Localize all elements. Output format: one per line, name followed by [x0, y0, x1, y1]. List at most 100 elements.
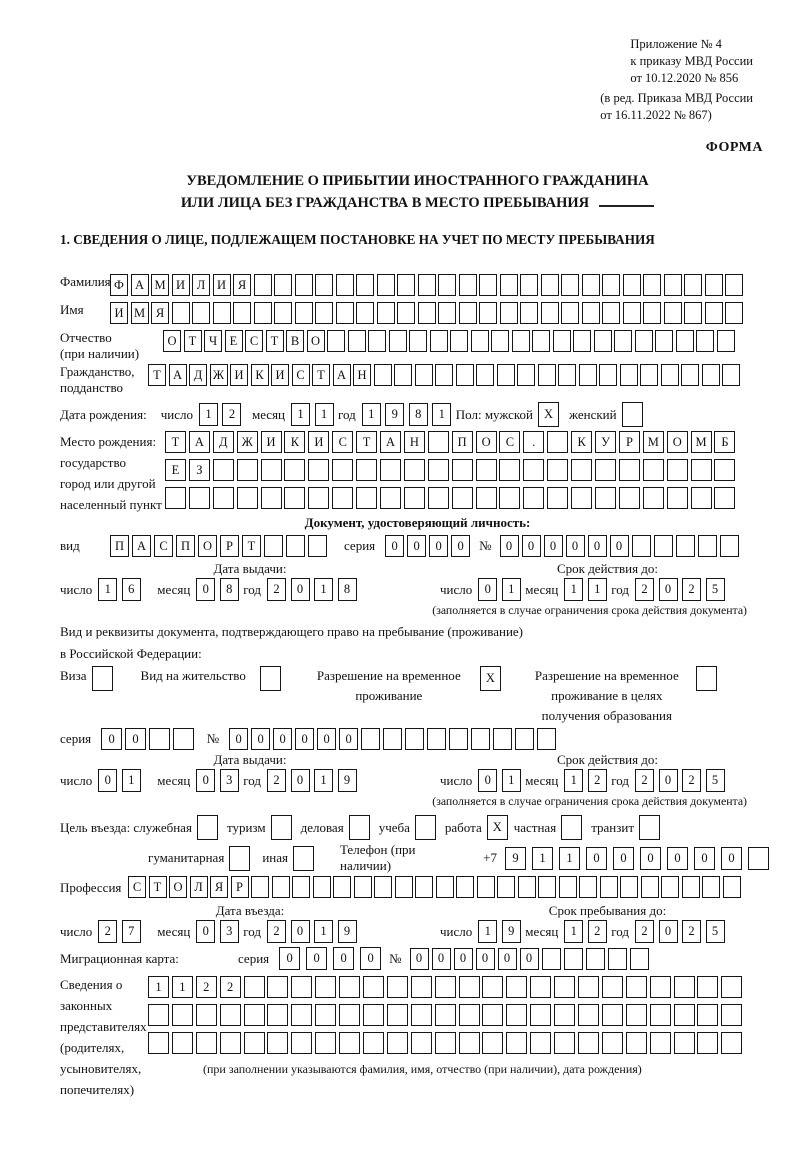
- char-cell[interactable]: Я: [233, 274, 251, 296]
- char-cell[interactable]: Д: [212, 431, 234, 453]
- char-cell[interactable]: [347, 330, 366, 352]
- char-cell[interactable]: [414, 364, 433, 386]
- char-cell[interactable]: [253, 302, 272, 324]
- char-cell[interactable]: К: [284, 431, 306, 453]
- char-cell[interactable]: [554, 976, 576, 998]
- char-cell[interactable]: 0: [565, 535, 585, 557]
- char-cell[interactable]: 9: [505, 846, 526, 870]
- char-cell[interactable]: [410, 976, 432, 998]
- char-cell[interactable]: 2: [587, 769, 607, 792]
- char-cell[interactable]: [697, 1032, 719, 1054]
- char-cell[interactable]: Я: [210, 876, 228, 898]
- char-cell[interactable]: [532, 330, 550, 352]
- char-cell[interactable]: [593, 330, 612, 352]
- purpose-business-checkbox[interactable]: [348, 815, 370, 840]
- char-cell[interactable]: [373, 364, 392, 386]
- char-cell[interactable]: [356, 302, 374, 324]
- char-cell[interactable]: [496, 364, 515, 386]
- char-cell[interactable]: [284, 459, 306, 481]
- char-cell[interactable]: [482, 976, 504, 998]
- char-cell[interactable]: О: [198, 535, 217, 557]
- char-cell[interactable]: [475, 459, 497, 481]
- purpose-transit-checkbox[interactable]: [639, 815, 661, 840]
- char-cell[interactable]: 7: [121, 920, 141, 943]
- char-cell[interactable]: [491, 330, 509, 352]
- char-cell[interactable]: [308, 487, 330, 509]
- char-cell[interactable]: [649, 1004, 671, 1026]
- char-cell[interactable]: Б: [714, 431, 736, 453]
- char-cell[interactable]: [429, 330, 448, 352]
- char-cell[interactable]: [725, 302, 743, 324]
- char-cell[interactable]: [386, 976, 408, 998]
- char-cell[interactable]: Ф: [110, 274, 128, 296]
- char-cell[interactable]: [690, 487, 712, 509]
- char-cell[interactable]: [435, 876, 454, 898]
- char-cell[interactable]: [335, 302, 354, 324]
- char-cell[interactable]: Р: [230, 876, 249, 898]
- char-cell[interactable]: С: [499, 431, 521, 453]
- char-cell[interactable]: [458, 976, 480, 998]
- char-cell[interactable]: [601, 1004, 623, 1026]
- char-cell[interactable]: О: [666, 431, 688, 453]
- char-cell[interactable]: [540, 274, 559, 296]
- char-cell[interactable]: [655, 330, 673, 352]
- char-cell[interactable]: 1: [121, 769, 141, 792]
- char-cell[interactable]: [451, 459, 473, 481]
- char-cell[interactable]: 0: [98, 769, 118, 792]
- char-cell[interactable]: [267, 1004, 289, 1026]
- char-cell[interactable]: 1: [361, 403, 381, 426]
- char-cell[interactable]: Я: [151, 302, 169, 324]
- char-cell[interactable]: [374, 876, 392, 898]
- char-cell[interactable]: [386, 1004, 408, 1026]
- char-cell[interactable]: Ж: [236, 431, 258, 453]
- char-cell[interactable]: Т: [148, 364, 166, 386]
- char-cell[interactable]: [585, 947, 605, 970]
- char-cell[interactable]: 2: [635, 920, 655, 943]
- char-cell[interactable]: 2: [267, 769, 287, 792]
- char-cell[interactable]: [506, 1032, 528, 1054]
- char-cell[interactable]: .: [523, 431, 545, 453]
- char-cell[interactable]: 2: [635, 578, 655, 601]
- temp-residence-edu-checkbox[interactable]: [695, 666, 717, 691]
- char-cell[interactable]: [212, 302, 231, 324]
- char-cell[interactable]: [403, 487, 425, 509]
- char-cell[interactable]: И: [308, 431, 330, 453]
- purpose-private-checkbox[interactable]: [561, 815, 583, 840]
- char-cell[interactable]: 1: [148, 976, 169, 998]
- char-cell[interactable]: [434, 976, 456, 998]
- char-cell[interactable]: [427, 728, 447, 750]
- char-cell[interactable]: 0: [609, 535, 629, 557]
- char-cell[interactable]: М: [642, 431, 664, 453]
- char-cell[interactable]: [722, 364, 740, 386]
- char-cell[interactable]: [722, 876, 741, 898]
- char-cell[interactable]: П: [110, 535, 129, 557]
- visa-checkbox[interactable]: [91, 666, 113, 691]
- char-cell[interactable]: Д: [189, 364, 207, 386]
- char-cell[interactable]: 0: [273, 728, 293, 750]
- char-cell[interactable]: Р: [618, 431, 640, 453]
- char-cell[interactable]: [511, 330, 530, 352]
- char-cell[interactable]: [530, 1032, 552, 1054]
- char-cell[interactable]: [417, 302, 436, 324]
- char-cell[interactable]: [578, 1004, 600, 1026]
- char-cell[interactable]: [356, 274, 374, 296]
- char-cell[interactable]: С: [332, 431, 354, 453]
- char-cell[interactable]: П: [451, 431, 473, 453]
- char-cell[interactable]: [368, 330, 386, 352]
- char-cell[interactable]: 2: [682, 920, 702, 943]
- char-cell[interactable]: 1: [564, 578, 584, 601]
- char-cell[interactable]: Ж: [209, 364, 228, 386]
- char-cell[interactable]: [620, 876, 638, 898]
- char-cell[interactable]: [642, 487, 664, 509]
- char-cell[interactable]: [188, 487, 210, 509]
- char-cell[interactable]: [640, 364, 658, 386]
- char-cell[interactable]: [410, 1032, 432, 1054]
- char-cell[interactable]: М: [690, 431, 712, 453]
- char-cell[interactable]: [409, 330, 427, 352]
- purpose-humanitarian-checkbox[interactable]: [229, 845, 251, 871]
- char-cell[interactable]: [233, 302, 251, 324]
- char-cell[interactable]: З: [188, 459, 210, 481]
- char-cell[interactable]: [690, 459, 712, 481]
- char-cell[interactable]: [415, 876, 433, 898]
- char-cell[interactable]: [458, 274, 477, 296]
